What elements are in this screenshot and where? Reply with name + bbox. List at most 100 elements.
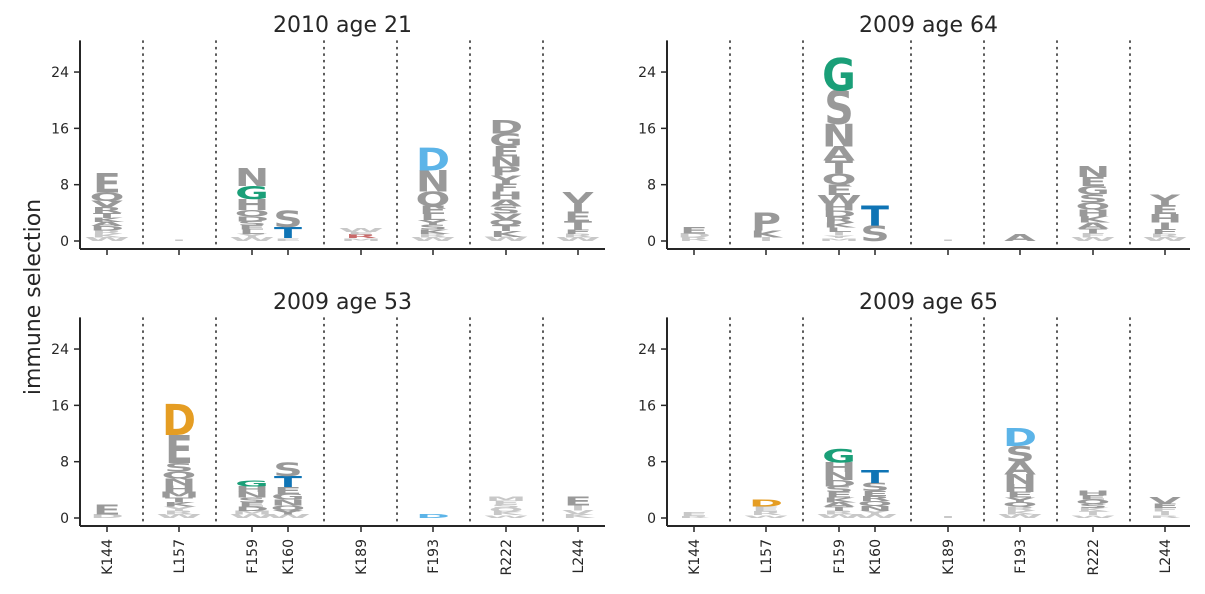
logo-letter: E xyxy=(274,485,302,496)
logo-letter: D xyxy=(677,232,711,239)
y-tick-label: 24 xyxy=(51,65,69,81)
logo-letter: I xyxy=(1157,511,1172,517)
logo-letter: Q xyxy=(1076,201,1111,212)
y-tick-label: 16 xyxy=(638,121,656,137)
logo-letter: W xyxy=(265,514,310,520)
logo-letter: N xyxy=(162,477,196,488)
logo-letter: D xyxy=(822,478,856,488)
x-tick-label: R222 xyxy=(1086,539,1102,575)
logo-letter: E xyxy=(680,225,708,235)
logo-letter: Y xyxy=(1004,496,1036,504)
logo-letter: V xyxy=(91,199,123,209)
logo-letter: K xyxy=(562,514,596,520)
logo-letter: W xyxy=(743,514,788,519)
logo-letter: W xyxy=(1070,237,1115,243)
logo-letter: E xyxy=(564,494,592,508)
logo-letter: A xyxy=(823,143,855,166)
logo-letter: Q xyxy=(90,191,125,204)
logo-letter: E xyxy=(752,505,780,513)
logo-letter: N xyxy=(822,470,856,482)
logo-letter: F xyxy=(1079,232,1107,239)
y-tick-label: 0 xyxy=(60,511,69,527)
logo-letter: F xyxy=(1151,507,1179,513)
panel-title: 2009 age 53 xyxy=(273,290,412,315)
logo-letter: R xyxy=(163,510,195,516)
x-tick-label: F193 xyxy=(1013,539,1029,574)
logo-letter: I xyxy=(1157,221,1172,231)
logo-letter: D xyxy=(416,142,450,179)
logo-letter: I xyxy=(831,231,846,237)
x-tick-label: K189 xyxy=(941,539,957,575)
logo-letter: D xyxy=(235,215,269,223)
logo-letter: R xyxy=(678,515,710,518)
logo-letter: T xyxy=(825,506,853,513)
logo-letter: E xyxy=(1151,203,1179,217)
logo-letter: A xyxy=(91,221,123,228)
logo-letter: E xyxy=(238,224,266,231)
logo-letter: O xyxy=(235,208,270,218)
y-tick-label: 0 xyxy=(60,234,69,250)
y-tick-label: 24 xyxy=(638,65,656,81)
logo-letter: Y xyxy=(859,510,891,516)
y-tick-label: 24 xyxy=(638,342,656,358)
logo-letter: W xyxy=(156,514,201,520)
logo-letter: S xyxy=(491,205,521,216)
logo-letter: W xyxy=(338,227,383,233)
logo-letter: G xyxy=(822,446,856,467)
logo-letter: R xyxy=(91,230,123,236)
logo-letter: V xyxy=(490,212,522,222)
logo-letter: K xyxy=(823,496,856,504)
logo-letter: D xyxy=(90,225,124,232)
logo-letter: S xyxy=(860,481,890,494)
logo-letter: A xyxy=(1004,232,1036,243)
logo-letter: E xyxy=(93,503,121,518)
logo-letter: T xyxy=(274,224,302,242)
y-tick-label: 24 xyxy=(51,342,69,358)
logo-letter: K xyxy=(1077,507,1111,513)
logo-letter: A xyxy=(490,198,522,209)
x-tick-label: K189 xyxy=(354,539,370,575)
logo-letter: R xyxy=(859,495,891,503)
logo-letter: R xyxy=(91,206,123,215)
logo-letter: M xyxy=(232,510,273,516)
logo-letter: W xyxy=(1070,514,1115,519)
logo-letter: D xyxy=(1003,423,1037,452)
y-tick-label: 16 xyxy=(51,121,69,137)
logo-letter: W xyxy=(1142,237,1187,243)
logo-letter: T xyxy=(492,224,520,233)
y-tick-label: 8 xyxy=(60,178,69,194)
y-tick-label: 16 xyxy=(51,398,69,414)
logo-letter: H xyxy=(822,202,856,213)
logo-letter: G xyxy=(271,493,305,502)
logo-letter: N xyxy=(416,166,450,199)
logo-letter: I xyxy=(940,515,955,518)
logo-letter: S xyxy=(1005,442,1035,467)
logo-letter: T xyxy=(165,496,193,504)
logo-letter: T xyxy=(825,158,854,178)
logo-letter: S xyxy=(860,222,890,247)
logo-letter: S xyxy=(237,220,267,227)
logo-letter: S xyxy=(1078,193,1108,205)
logo-letter: M xyxy=(341,237,382,242)
logo-letter: S xyxy=(824,82,854,136)
logo-letter: E xyxy=(1006,491,1034,500)
y-tick-label: 16 xyxy=(638,398,656,414)
x-tick-label: K160 xyxy=(281,539,297,575)
logo-letter: A xyxy=(1004,459,1037,479)
logo-letter: K xyxy=(750,229,783,240)
logo-letter: N xyxy=(858,505,892,513)
logo-letter: P xyxy=(491,164,521,178)
logo-letter: Q xyxy=(489,218,524,227)
logo-letter: E xyxy=(93,168,121,199)
logo-letter: E xyxy=(165,428,193,473)
logo-letter: R xyxy=(678,237,710,243)
panel-title: 2010 age 21 xyxy=(273,13,412,38)
y-tick-label: 0 xyxy=(647,234,656,250)
logo-letter: Y xyxy=(272,509,304,516)
logo-letter: K xyxy=(163,501,197,508)
logo-letter: N xyxy=(489,154,523,169)
logo-letter: T xyxy=(1079,227,1107,235)
x-tick-label: L244 xyxy=(1158,539,1174,574)
